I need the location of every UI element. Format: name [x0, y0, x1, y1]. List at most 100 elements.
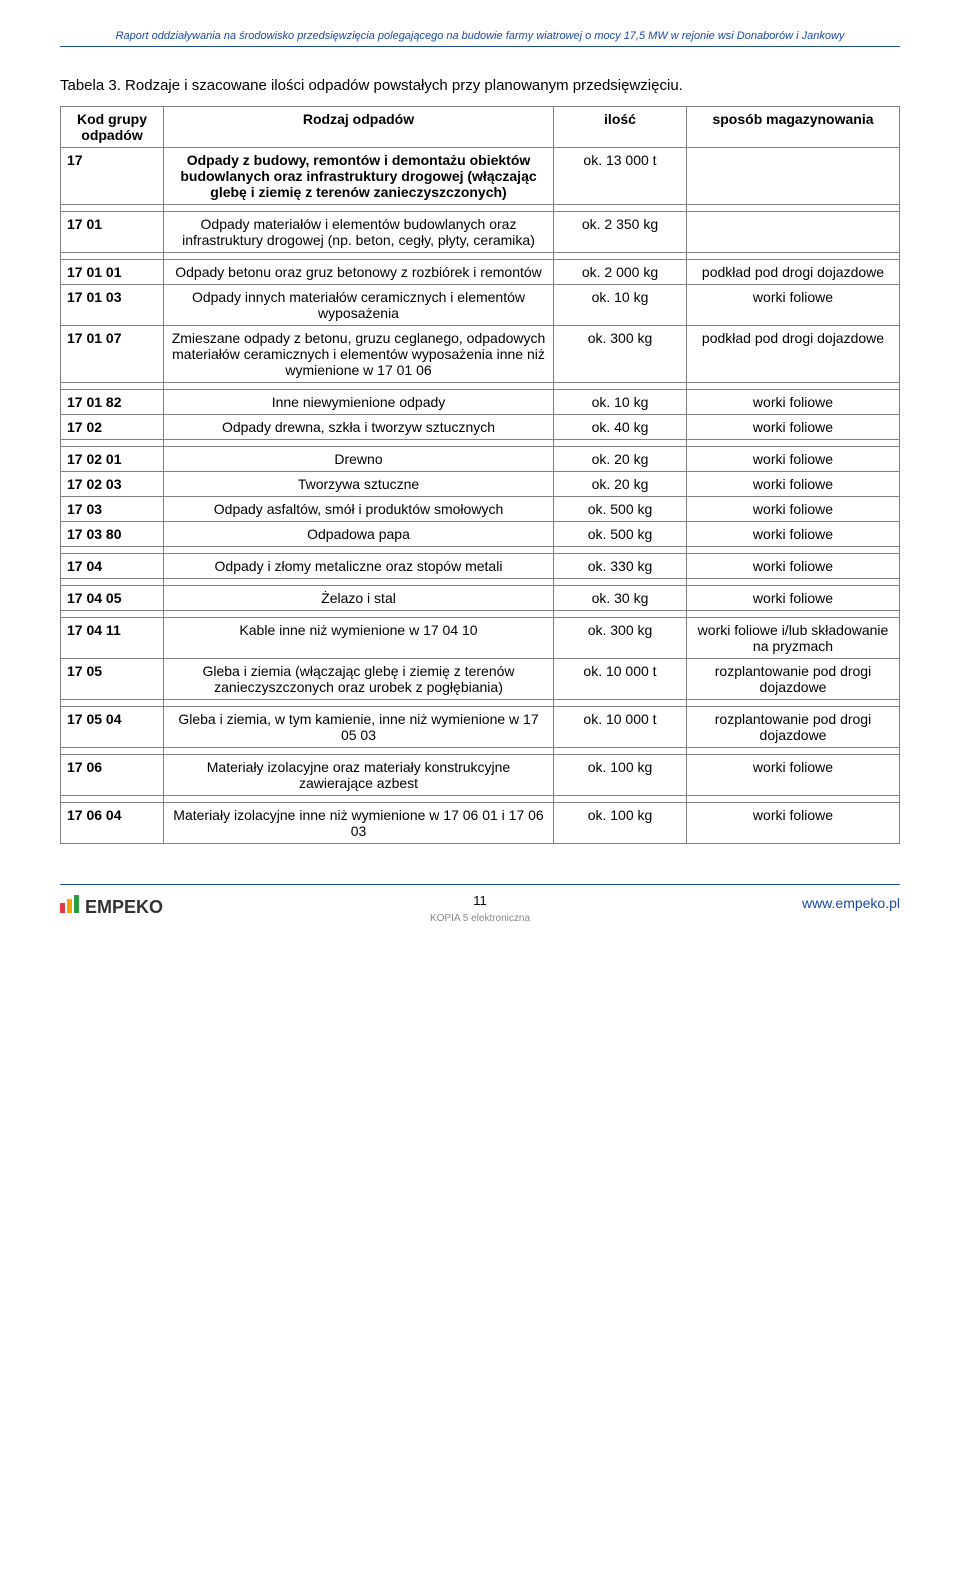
cell-amount: ok. 13 000 t	[554, 148, 687, 205]
cell-type: Odpady betonu oraz gruz betonowy z rozbi…	[164, 260, 554, 285]
col-header-storage: sposób magazynowania	[687, 107, 900, 148]
cell-type: Materiały izolacyjne inne niż wymienione…	[164, 803, 554, 844]
col-header-amount: ilość	[554, 107, 687, 148]
cell-storage: worki foliowe	[687, 586, 900, 611]
cell-code: 17 01 01	[61, 260, 164, 285]
table-row: 17 04Odpady i złomy metaliczne oraz stop…	[61, 554, 900, 579]
cell-storage: podkład pod drogi dojazdowe	[687, 326, 900, 383]
cell-code: 17 02 01	[61, 447, 164, 472]
spacer-row	[61, 700, 900, 707]
table-row: 17 05Gleba i ziemia (włączając glebę i z…	[61, 659, 900, 700]
spacer-row	[61, 205, 900, 212]
waste-table: Kod grupy odpadów Rodzaj odpadów ilość s…	[60, 106, 900, 844]
table-row: 17 01 03Odpady innych materiałów ceramic…	[61, 285, 900, 326]
table-title: Tabela 3. Rodzaje i szacowane ilości odp…	[60, 77, 900, 94]
cell-storage: worki foliowe	[687, 472, 900, 497]
spacer-row	[61, 253, 900, 260]
cell-code: 17 01 07	[61, 326, 164, 383]
cell-amount: ok. 10 kg	[554, 390, 687, 415]
table-row: 17 01 01Odpady betonu oraz gruz betonowy…	[61, 260, 900, 285]
cell-code: 17 01 82	[61, 390, 164, 415]
cell-storage	[687, 212, 900, 253]
cell-storage: podkład pod drogi dojazdowe	[687, 260, 900, 285]
spacer-row	[61, 748, 900, 755]
table-row: 17Odpady z budowy, remontów i demontażu …	[61, 148, 900, 205]
cell-type: Odpady asfaltów, smół i produktów smołow…	[164, 497, 554, 522]
table-row: 17 02 03Tworzywa sztuczneok. 20 kgworki …	[61, 472, 900, 497]
cell-amount: ok. 30 kg	[554, 586, 687, 611]
cell-amount: ok. 10 000 t	[554, 707, 687, 748]
cell-code: 17 04 11	[61, 618, 164, 659]
cell-type: Tworzywa sztuczne	[164, 472, 554, 497]
table-row: 17 02 01Drewnook. 20 kgworki foliowe	[61, 447, 900, 472]
cell-storage: worki foliowe	[687, 755, 900, 796]
spacer-row	[61, 796, 900, 803]
cell-storage: worki foliowe	[687, 497, 900, 522]
cell-type: Odpadowa papa	[164, 522, 554, 547]
table-row: 17 01Odpady materiałów i elementów budow…	[61, 212, 900, 253]
table-row: 17 03 80Odpadowa papaok. 500 kgworki fol…	[61, 522, 900, 547]
table-row: 17 02Odpady drewna, szkła i tworzyw sztu…	[61, 415, 900, 440]
cell-type: Odpady drewna, szkła i tworzyw sztucznyc…	[164, 415, 554, 440]
cell-amount: ok. 300 kg	[554, 618, 687, 659]
col-header-code: Kod grupy odpadów	[61, 107, 164, 148]
cell-code: 17 04	[61, 554, 164, 579]
spacer-row	[61, 611, 900, 618]
cell-storage: worki foliowe	[687, 447, 900, 472]
col-header-type: Rodzaj odpadów	[164, 107, 554, 148]
spacer-row	[61, 383, 900, 390]
website-link[interactable]: www.empeko.pl	[802, 895, 900, 911]
copy-label: KOPIA 5 elektroniczna	[430, 913, 530, 924]
spacer-row	[61, 579, 900, 586]
table-row: 17 06Materiały izolacyjne oraz materiały…	[61, 755, 900, 796]
cell-type: Odpady i złomy metaliczne oraz stopów me…	[164, 554, 554, 579]
page-footer: EMPEKO 11 KOPIA 5 elektroniczna www.empe…	[60, 884, 900, 951]
cell-amount: ok. 100 kg	[554, 755, 687, 796]
cell-type: Odpady z budowy, remontów i demontażu ob…	[164, 148, 554, 205]
cell-amount: ok. 10 kg	[554, 285, 687, 326]
cell-storage: worki foliowe	[687, 390, 900, 415]
cell-storage	[687, 148, 900, 205]
cell-type: Gleba i ziemia, w tym kamienie, inne niż…	[164, 707, 554, 748]
cell-storage: worki foliowe	[687, 522, 900, 547]
cell-amount: ok. 330 kg	[554, 554, 687, 579]
cell-storage: rozplantowanie pod drogi dojazdowe	[687, 707, 900, 748]
cell-type: Drewno	[164, 447, 554, 472]
logo-bars-icon	[60, 895, 81, 918]
cell-type: Zmieszane odpady z betonu, gruzu ceglane…	[164, 326, 554, 383]
cell-code: 17 05	[61, 659, 164, 700]
table-row: 17 03Odpady asfaltów, smół i produktów s…	[61, 497, 900, 522]
cell-amount: ok. 20 kg	[554, 472, 687, 497]
cell-storage: worki foliowe i/lub składowanie na pryzm…	[687, 618, 900, 659]
table-row: 17 04 11Kable inne niż wymienione w 17 0…	[61, 618, 900, 659]
spacer-row	[61, 440, 900, 447]
cell-storage: worki foliowe	[687, 803, 900, 844]
cell-code: 17 05 04	[61, 707, 164, 748]
cell-storage: rozplantowanie pod drogi dojazdowe	[687, 659, 900, 700]
cell-type: Materiały izolacyjne oraz materiały kons…	[164, 755, 554, 796]
spacer-row	[61, 547, 900, 554]
cell-amount: ok. 100 kg	[554, 803, 687, 844]
cell-code: 17 06 04	[61, 803, 164, 844]
cell-amount: ok. 2 350 kg	[554, 212, 687, 253]
cell-type: Kable inne niż wymienione w 17 04 10	[164, 618, 554, 659]
table-row: 17 05 04Gleba i ziemia, w tym kamienie, …	[61, 707, 900, 748]
cell-amount: ok. 2 000 kg	[554, 260, 687, 285]
cell-type: Gleba i ziemia (włączając glebę i ziemię…	[164, 659, 554, 700]
cell-storage: worki foliowe	[687, 554, 900, 579]
cell-code: 17 02	[61, 415, 164, 440]
table-row: 17 04 05Żelazo i stalok. 30 kgworki foli…	[61, 586, 900, 611]
cell-type: Odpady innych materiałów ceramicznych i …	[164, 285, 554, 326]
cell-type: Odpady materiałów i elementów budowlanyc…	[164, 212, 554, 253]
cell-code: 17 01	[61, 212, 164, 253]
logo-text: EMPEKO	[85, 897, 163, 917]
cell-code: 17 02 03	[61, 472, 164, 497]
table-row: 17 06 04Materiały izolacyjne inne niż wy…	[61, 803, 900, 844]
page-number: 11	[473, 893, 487, 908]
document-header: Raport oddziaływania na środowisko przed…	[60, 30, 900, 47]
table-row: 17 01 07Zmieszane odpady z betonu, gruzu…	[61, 326, 900, 383]
cell-code: 17 03 80	[61, 522, 164, 547]
cell-amount: ok. 10 000 t	[554, 659, 687, 700]
cell-storage: worki foliowe	[687, 285, 900, 326]
cell-amount: ok. 40 kg	[554, 415, 687, 440]
